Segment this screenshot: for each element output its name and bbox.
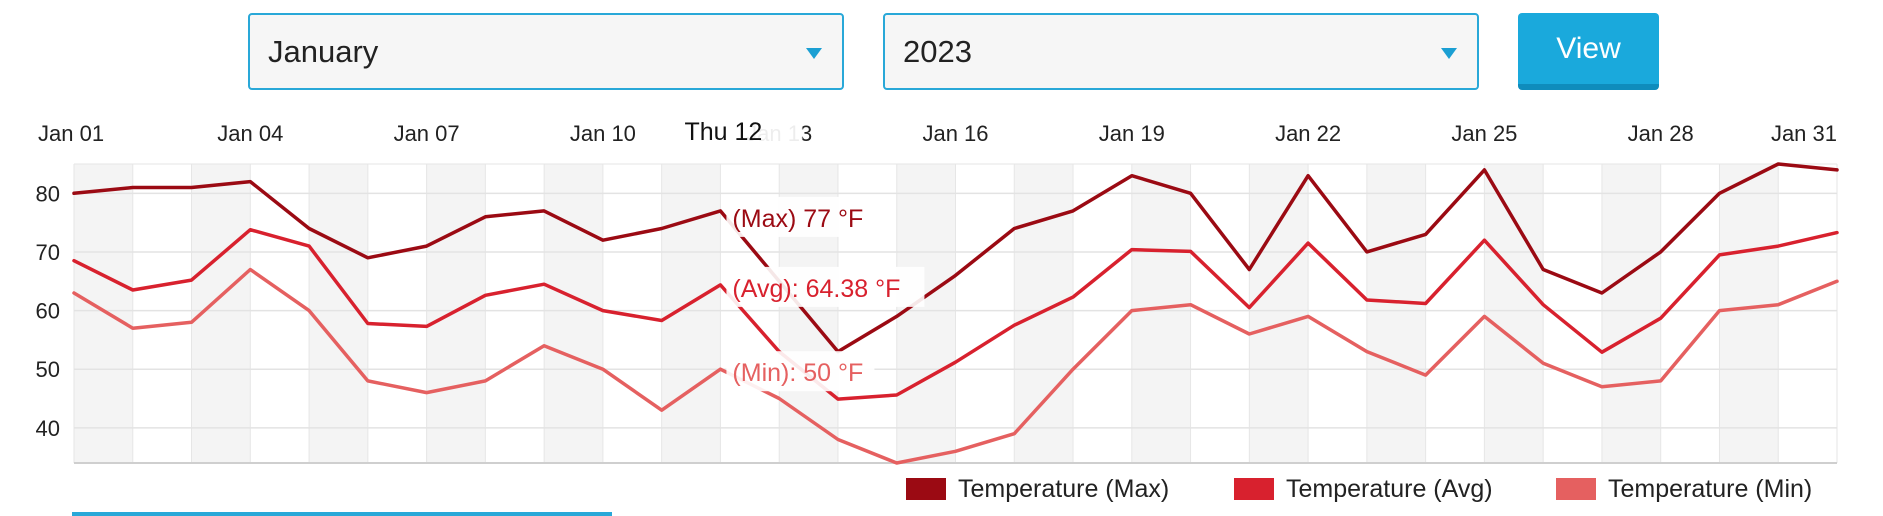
tooltip-avg: (Avg): 64.38 °F [732, 275, 900, 303]
legend-label-max: Temperature (Max) [958, 475, 1169, 503]
month-select[interactable]: January [248, 13, 844, 90]
tooltip-row-background [726, 196, 895, 237]
x-tick-label: Jan 31 [1771, 121, 1837, 146]
year-select[interactable]: 2023 [883, 13, 1479, 90]
series-line-min [72, 267, 1839, 465]
chart-band [896, 164, 956, 463]
x-tick-label: Jan 04 [217, 121, 283, 146]
chart-legend: Temperature (Max) Temperature (Avg) Temper… [906, 475, 1812, 503]
legend-swatch-min [1556, 478, 1596, 500]
chart-band [1484, 164, 1544, 463]
legend-label-avg: Temperature (Avg) [1286, 475, 1493, 503]
tooltip-row-background [726, 266, 925, 307]
chart-band [1719, 164, 1779, 463]
tooltip-header-background [710, 108, 803, 148]
chart-band [1131, 164, 1191, 463]
legend-swatch-avg [1234, 478, 1274, 500]
chart-band [544, 164, 603, 463]
x-tick-label: Jan 28 [1628, 121, 1694, 146]
legend-label-min: Temperature (Min) [1608, 475, 1812, 503]
series-line-max [72, 162, 1839, 354]
tooltip-date: Thu 12 [685, 118, 763, 146]
chart-band [74, 164, 133, 463]
tooltip-max: (Max) 77 °F [732, 205, 863, 233]
y-tick-label: 50 [36, 357, 60, 382]
y-tick-label: 70 [36, 240, 60, 265]
x-tick-label: Jan 19 [1099, 121, 1165, 146]
chart-grid [73, 163, 1838, 464]
legend-swatch-max [906, 478, 946, 500]
x-tick-label: Jan 07 [394, 121, 460, 146]
series-line-avg [72, 227, 1839, 401]
month-select-value: January [268, 34, 379, 69]
x-tick-label: Jan 01 [38, 121, 104, 146]
y-tick-label: 60 [36, 299, 60, 324]
weekend-bands [74, 164, 1779, 463]
tooltip-min: (Min): 50 °F [732, 359, 863, 387]
caret-down-icon [806, 48, 822, 59]
tooltip-row-background [726, 351, 875, 392]
y-axis-labels: 40 50 60 70 80 [36, 181, 60, 441]
view-button[interactable]: View [1518, 13, 1659, 90]
chart-band [1601, 164, 1661, 463]
y-tick-label: 80 [36, 181, 60, 206]
chart-band [426, 164, 486, 463]
caret-down-icon [1441, 48, 1457, 59]
chart-band [1366, 164, 1426, 463]
year-select-value: 2023 [903, 34, 972, 69]
x-tick-label: Jan 10 [570, 121, 636, 146]
chart-series [72, 162, 1839, 465]
x-tick-label: Jan 25 [1451, 121, 1517, 146]
y-tick-label: 40 [36, 416, 60, 441]
bottom-divider [72, 512, 612, 516]
chart-band [1249, 164, 1309, 463]
chart-tooltip: Thu 12 (Max) 77 °F (Avg): 64.38 °F (Min): 5… [685, 108, 925, 392]
chart-band [1014, 164, 1074, 463]
x-tick-label: Jan 16 [922, 121, 988, 146]
x-tick-label: Jan 22 [1275, 121, 1341, 146]
